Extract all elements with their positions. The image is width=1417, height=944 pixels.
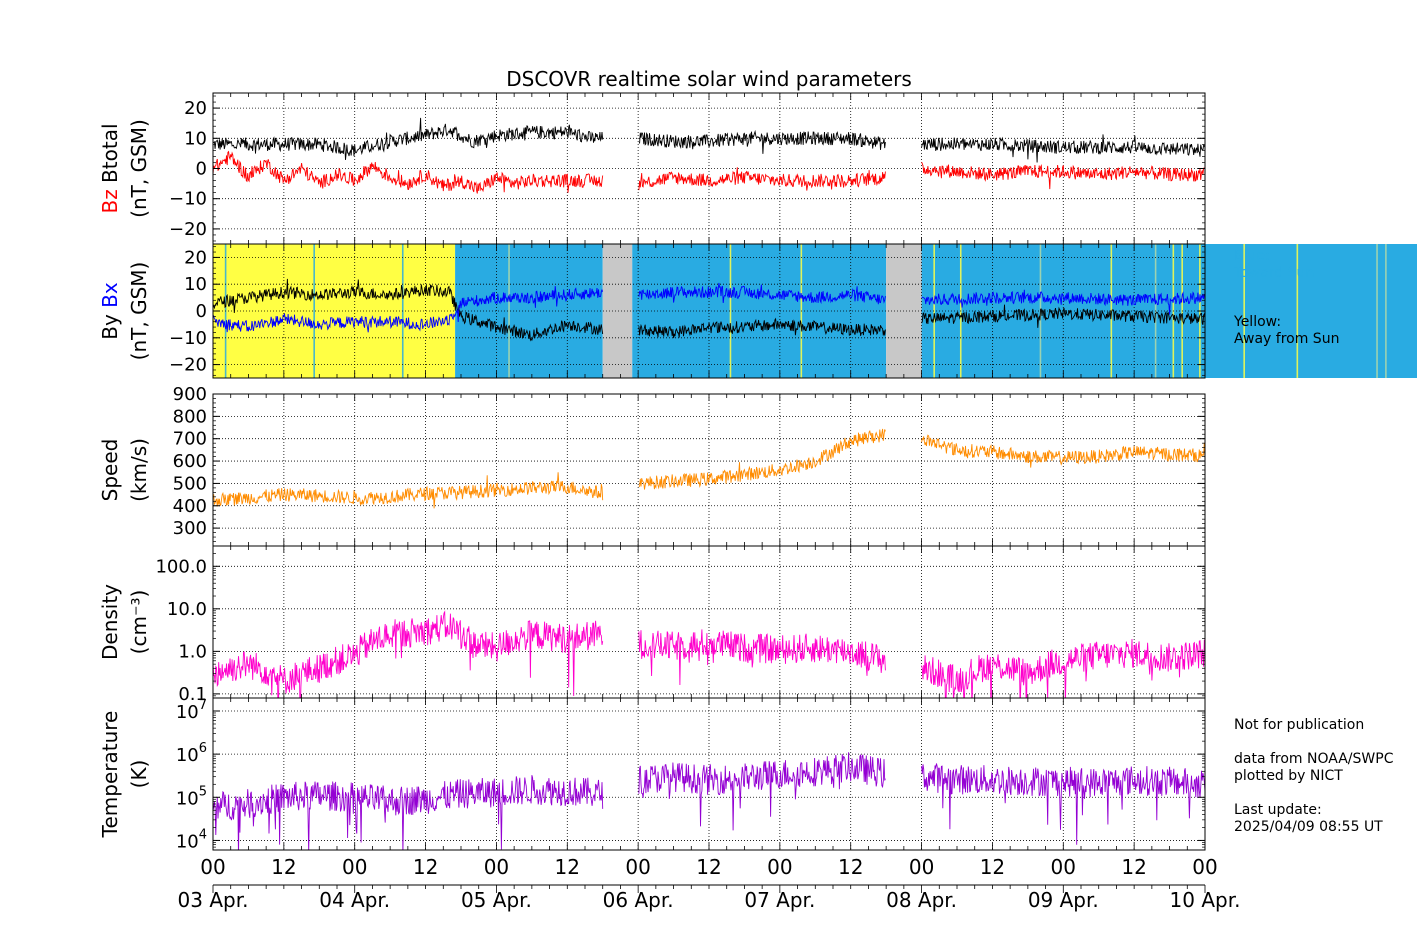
sector-stripe [1296, 244, 1299, 378]
hour-tick-label: 00 [625, 855, 650, 879]
ytick-label: 10 [184, 128, 207, 149]
ytick-label: −10 [169, 328, 207, 349]
ytick-label: 10 [184, 274, 207, 295]
legend-yellow: Yellow: Away from Sun [1234, 314, 1339, 348]
yunits-mag_by_bx: (nT, GSM) [127, 262, 151, 361]
series-bx-line [213, 282, 1205, 333]
ytick-label: 0.1 [178, 684, 207, 705]
series-bz-line [213, 150, 1205, 194]
ytick-label: 20 [184, 247, 207, 268]
hour-tick-label: 00 [200, 855, 225, 879]
series-by-line [213, 278, 1205, 342]
ytick-label: 104 [176, 827, 207, 852]
plotted-by-note: plotted by NICT [1234, 768, 1343, 784]
hour-tick-label: 00 [909, 855, 934, 879]
ytick-label: 800 [173, 406, 207, 427]
hour-tick-label: 00 [1051, 855, 1076, 879]
day-label: 08 Apr. [886, 888, 957, 912]
sector-stripe [1243, 244, 1245, 378]
hour-tick-label: 12 [555, 855, 580, 879]
hour-tick-label: 12 [413, 855, 438, 879]
ytick-label: 107 [176, 698, 207, 723]
panel-density: 0.1 1.0 10.0 100.0 Density (cm⁻³) [98, 545, 1206, 705]
ytick-label: 700 [173, 429, 207, 450]
ytick-label: 400 [173, 496, 207, 517]
day-label: 07 Apr. [744, 888, 815, 912]
day-label: 10 Apr. [1170, 888, 1241, 912]
yunits-speed: (km/s) [127, 438, 151, 502]
series-btotal-line [213, 117, 1205, 163]
ylabel-temperature: Temperature [98, 711, 122, 839]
hour-tick-label: 12 [271, 855, 296, 879]
day-label: 06 Apr. [603, 888, 674, 912]
hour-tick-label: 12 [1121, 855, 1146, 879]
ytick-label: 0 [196, 159, 207, 180]
sector-stripe [729, 244, 732, 378]
ytick-label: −10 [169, 189, 207, 210]
last-update-label: Last update: [1234, 802, 1322, 818]
not-for-publication-note: Not for publication [1234, 717, 1365, 733]
yunits-temperature: (K) [127, 760, 151, 789]
hour-tick-label: 00 [1192, 855, 1217, 879]
series-speed-line [213, 428, 1205, 509]
ytick-label: 900 [173, 384, 207, 405]
series-temperature-line [213, 752, 1205, 850]
day-label: 03 Apr. [178, 888, 249, 912]
sector-stripe [1110, 244, 1113, 378]
footer-notes: Not for publication data from NOAA/SWPC … [1234, 717, 1393, 836]
ytick-label: 10.0 [167, 599, 207, 620]
hour-tick-label: 00 [767, 855, 792, 879]
yunits-mag_bz_bt: (nT, GSM) [127, 119, 151, 218]
day-label: 05 Apr. [461, 888, 532, 912]
panel-mag_by_bx: −20 −10 0 10 20 By Bx (nT, GSM) [98, 243, 1417, 379]
ytick-label: 105 [176, 784, 207, 809]
ylabel-density: Density [98, 584, 122, 660]
hour-tick-label: 00 [484, 855, 509, 879]
last-update-value: 2025/04/09 08:55 UT [1234, 819, 1383, 835]
hour-tick-label: 00 [342, 855, 367, 879]
ytick-label: 20 [184, 98, 207, 119]
ylabel-speed: Speed [98, 439, 122, 502]
sector-stripe [933, 244, 935, 378]
ytick-label: 1.0 [178, 641, 207, 662]
ytick-label: 600 [173, 451, 207, 472]
sector-stripe [508, 244, 510, 378]
day-label: 09 Apr. [1028, 888, 1099, 912]
sector-stripe [1385, 244, 1387, 378]
ytick-label: 0 [196, 301, 207, 322]
hour-tick-label: 12 [696, 855, 721, 879]
series-density-line [213, 610, 1205, 698]
legend-blue-label: Blue: [1234, 248, 1270, 264]
ylabel-mag_by_bx: By Bx [98, 282, 122, 340]
ytick-label: 300 [173, 518, 207, 539]
panel-temperature: 104 105 106 107 Temperature (K) [98, 697, 1206, 852]
sector-stripe [1376, 244, 1378, 378]
panel-mag_bz_bt: −20 −10 0 10 20 Bz Btotal (nT, GSM) [98, 92, 1206, 245]
yunits-density: (cm⁻³) [127, 590, 151, 655]
legend-yellow-text: Away from Sun [1234, 331, 1340, 347]
ytick-label: 100.0 [155, 556, 207, 577]
ylabel-mag_bz_bt: Bz Btotal [98, 123, 122, 213]
chart-title: DSCOVR realtime solar wind parameters [506, 67, 912, 91]
legend-blue: Blue: Toward Sun [1234, 248, 1314, 282]
hour-tick-label: 12 [838, 855, 863, 879]
ytick-label: −20 [169, 219, 207, 240]
ytick-label: 106 [176, 741, 207, 766]
ytick-label: 500 [173, 473, 207, 494]
data-source-note: data from NOAA/SWPC [1234, 751, 1394, 767]
sector-stripe [313, 244, 315, 378]
legend-yellow-label: Yellow: [1234, 314, 1282, 330]
day-label: 04 Apr. [319, 888, 390, 912]
ytick-label: −20 [169, 355, 207, 376]
hour-tick-label: 12 [980, 855, 1005, 879]
legend-blue-text: Toward Sun [1234, 265, 1315, 281]
